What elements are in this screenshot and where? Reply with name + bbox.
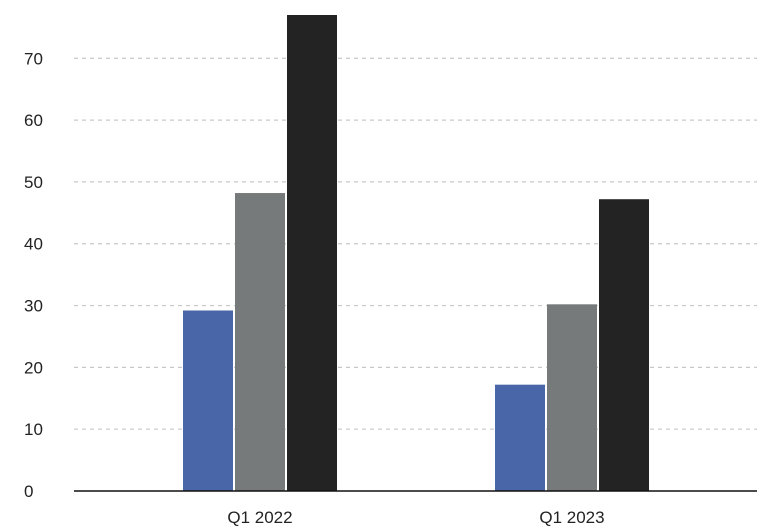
y-tick-label: 0 [24,482,33,501]
y-tick-label: 20 [24,358,43,377]
y-tick-label: 10 [24,420,43,439]
x-axis-labels: Q1 2022 Q1 2023 [227,508,604,527]
bar [287,15,337,491]
y-tick-label: 40 [24,235,43,254]
bar [547,304,597,491]
bar [599,199,649,491]
x-category-label: Q1 2023 [539,508,604,527]
bars [183,15,649,491]
y-tick-label: 50 [24,173,43,192]
x-category-label: Q1 2022 [227,508,292,527]
bar [235,193,285,491]
gridlines [74,57,757,430]
bar [495,384,545,491]
y-axis-ticks: 0 10 20 30 40 50 60 70 [24,49,43,501]
bar [183,310,233,491]
y-tick-label: 60 [24,111,43,130]
y-tick-label: 70 [24,49,43,68]
y-tick-label: 30 [24,297,43,316]
